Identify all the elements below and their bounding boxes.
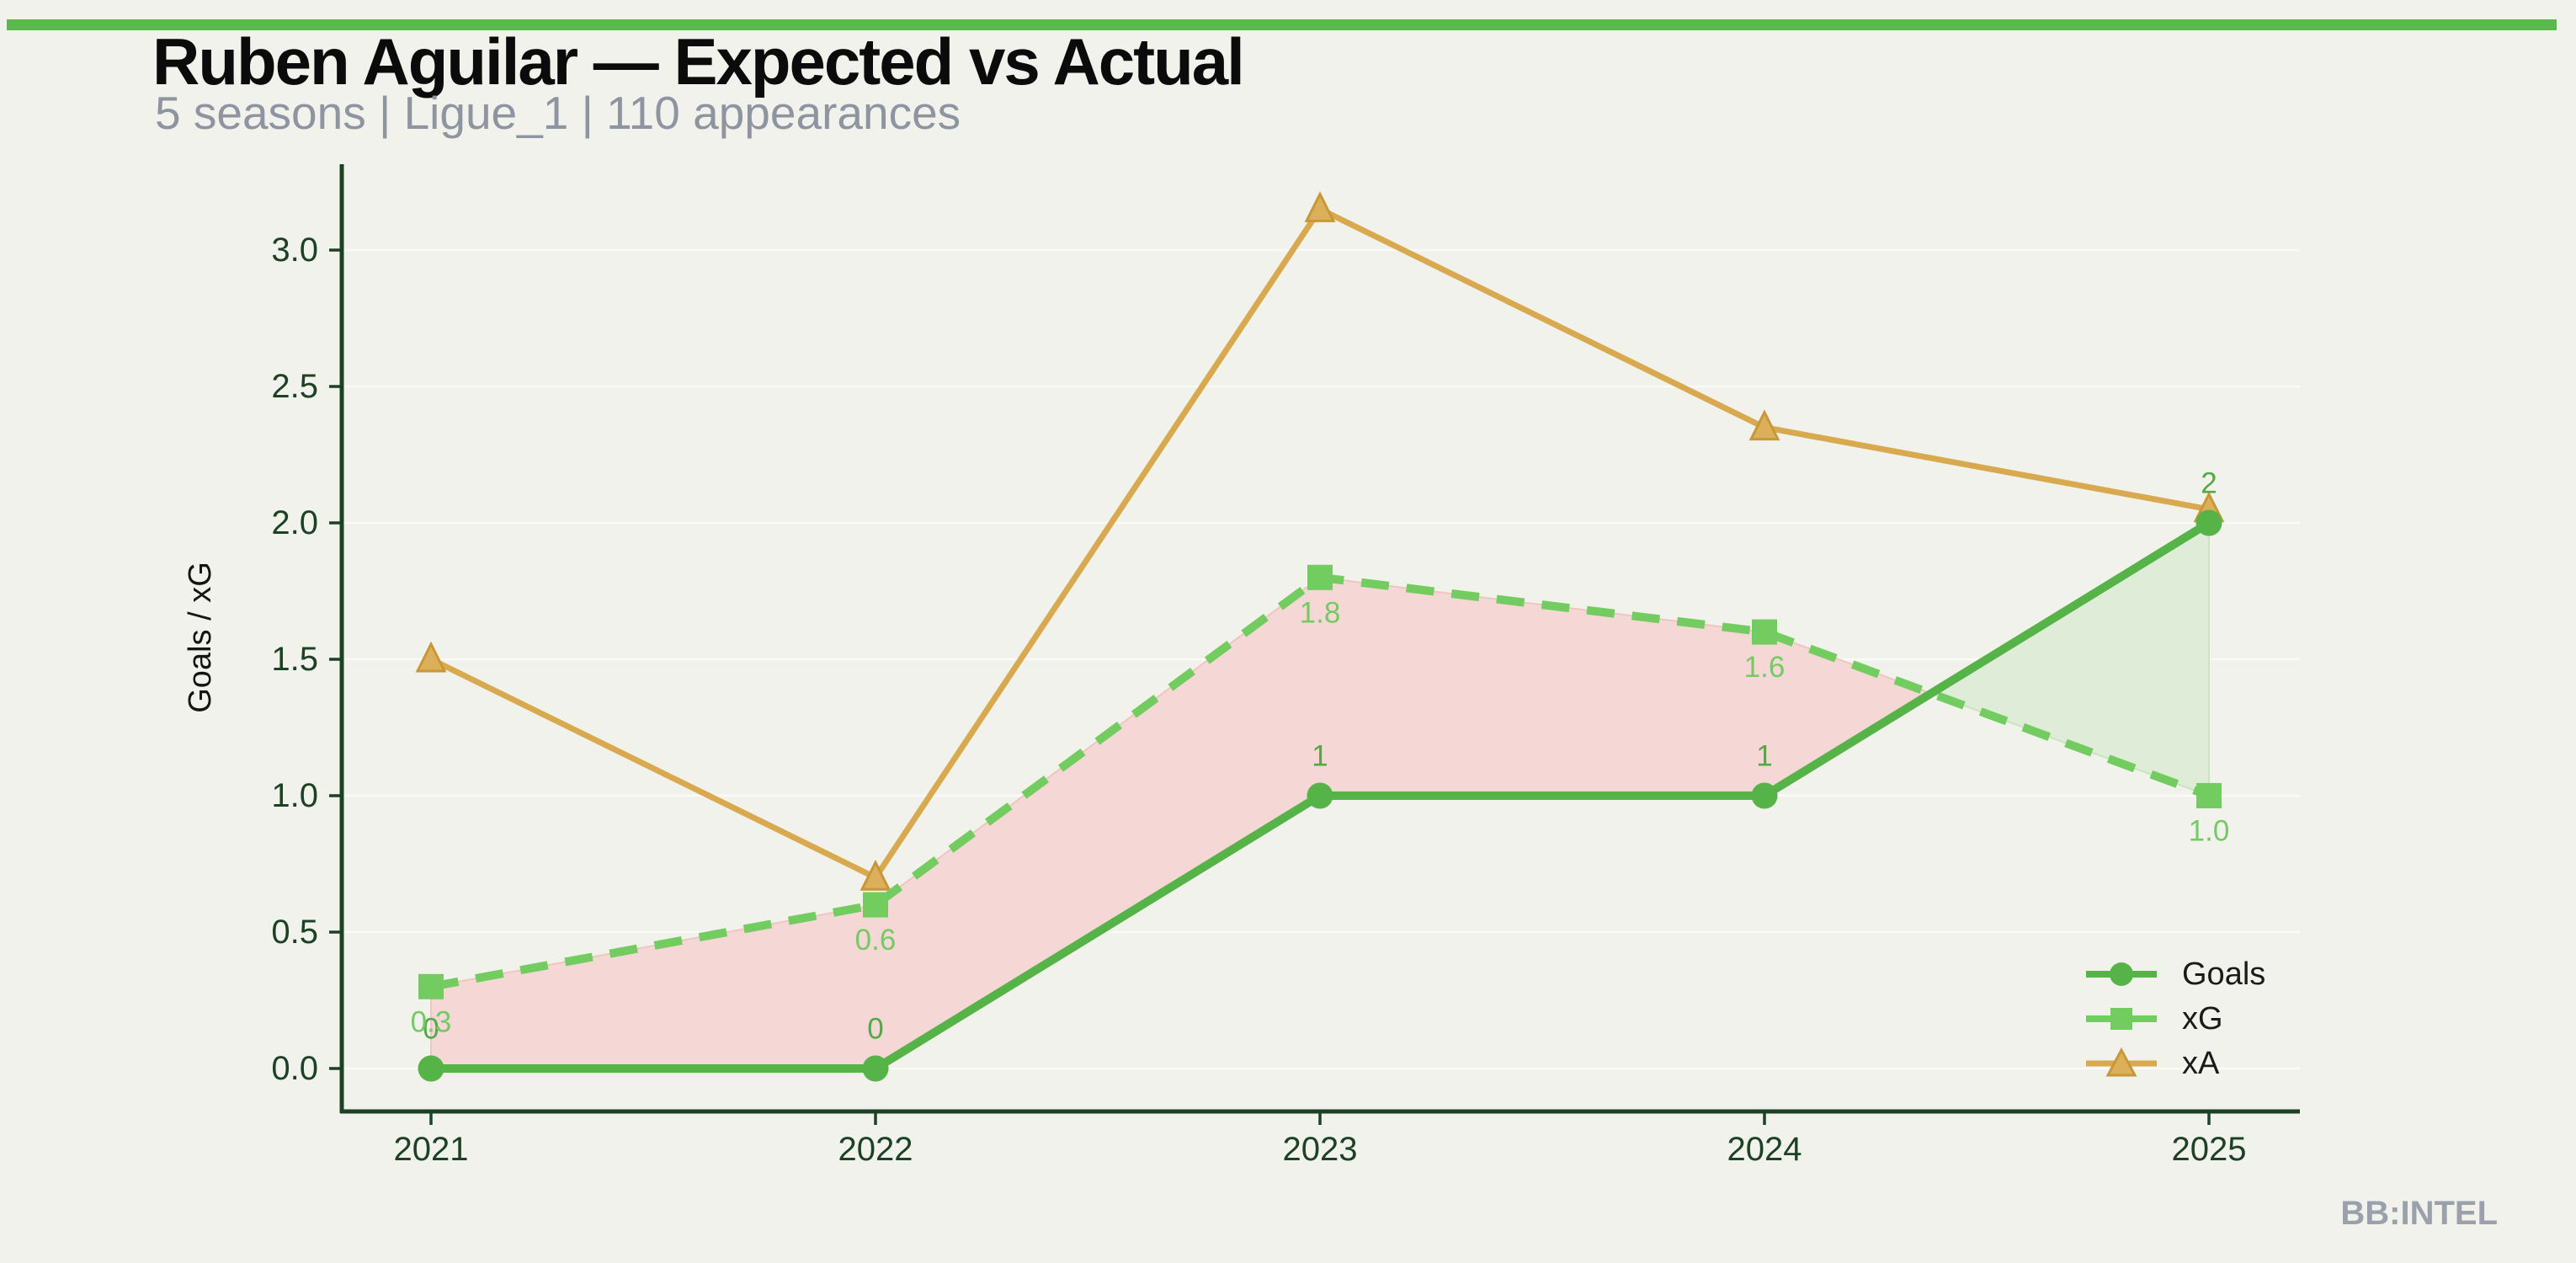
goals-point-marker — [862, 1055, 889, 1082]
series-xa — [415, 191, 2225, 891]
x-tick-label: 2024 — [1727, 1131, 1802, 1168]
legend-label-xg: xG — [2182, 1000, 2223, 1037]
y-tick-label: 1.5 — [271, 641, 318, 678]
xg-point-marker — [418, 973, 444, 999]
goals-point-marker — [1307, 782, 1333, 809]
legend-item-xg: xG — [2083, 996, 2265, 1041]
top-accent-bar — [7, 19, 2557, 30]
x-tick-label: 2021 — [394, 1131, 469, 1168]
xg-point-marker — [1307, 564, 1333, 590]
legend: Goals xG xA — [2083, 951, 2265, 1085]
legend-label-xa: xA — [2182, 1045, 2220, 1081]
point-label: 0 — [423, 1013, 439, 1046]
point-label: 1.6 — [1744, 651, 1786, 684]
xa-point-marker — [860, 859, 891, 891]
goals-point-marker — [418, 1055, 444, 1082]
point-labels: 0 0 1 1 2 0.3 0.6 1.8 1.6 1.0 — [411, 467, 2230, 1046]
x-tick-label: 2022 — [838, 1131, 913, 1168]
point-label: 1 — [1312, 740, 1328, 773]
point-label: 2 — [2201, 467, 2217, 500]
xa-point-marker — [1748, 409, 1780, 441]
xg-point-marker — [2196, 783, 2222, 808]
page-subtitle: 5 seasons | Ligue_1 | 110 appearances — [155, 87, 961, 139]
page-title: Ruben Aguilar — Expected vs Actual — [152, 24, 1245, 99]
series-lines — [415, 191, 2225, 1082]
y-tick-label: 2.0 — [271, 504, 318, 541]
legend-label-goals: Goals — [2182, 956, 2266, 992]
xg-point-marker — [863, 892, 888, 918]
y-tick-label: 0.0 — [271, 1050, 318, 1087]
goals-line-circle-icon — [2086, 962, 2157, 986]
point-label: 0.3 — [411, 1005, 452, 1038]
y-tick-label: 2.5 — [271, 368, 318, 405]
watermark: BB:INTEL — [2340, 1195, 2498, 1232]
x-tick-label: 2023 — [1283, 1131, 1358, 1168]
point-label: 1.8 — [1300, 596, 1341, 629]
series-xg — [418, 564, 2222, 999]
xg-over-goals-fill — [430, 576, 1934, 1069]
xa-point-marker — [415, 641, 447, 673]
legend-item-xa: xA — [2083, 1041, 2265, 1085]
y-tick-label: 0.5 — [271, 914, 318, 951]
xg-line-square-icon — [2086, 1007, 2157, 1030]
series-goals — [418, 509, 2222, 1082]
legend-item-goals: Goals — [2083, 951, 2265, 996]
y-tick-label: 1.0 — [271, 777, 318, 814]
y-axis-label: Goals / xG — [183, 562, 218, 713]
point-label: 1.0 — [2189, 815, 2230, 848]
point-label: 0 — [867, 1013, 883, 1046]
point-label: 0.6 — [855, 924, 897, 957]
goals-point-marker — [1751, 782, 1778, 809]
xg-point-marker — [1752, 619, 1777, 645]
xa-point-marker — [1304, 191, 1336, 222]
y-tick-label: 3.0 — [271, 232, 318, 269]
goals-point-marker — [2195, 509, 2222, 536]
xa-line-triangle-icon — [2086, 1047, 2157, 1076]
point-label: 1 — [1756, 740, 1772, 773]
x-tick-label: 2025 — [2172, 1131, 2247, 1168]
